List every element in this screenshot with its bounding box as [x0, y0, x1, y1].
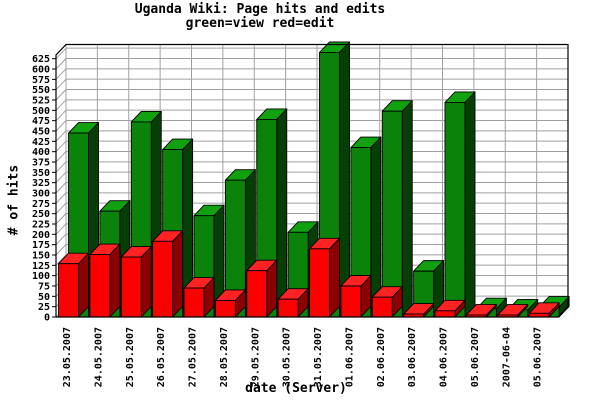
x-tick-labels: 23.05.2007 24.05.2007 25.05.2007 26.05.2007…	[62, 327, 544, 387]
bar-edit-01.06.2007	[340, 275, 372, 318]
y-tick-label: 125	[32, 261, 50, 272]
bar-edit-27.05.2007	[183, 277, 215, 318]
y-tick-label: 600	[32, 65, 50, 76]
x-tick-label: 29.05.2007	[250, 327, 261, 387]
x-tick-label: 23.05.2007	[62, 327, 73, 387]
x-axis-label: date (Server)	[245, 381, 347, 396]
x-tick-label: 2007-06-04	[501, 327, 512, 387]
bar-view-01.06.2007	[350, 136, 382, 318]
y-tick-label: 0	[44, 313, 50, 324]
y-tick-label: 350	[32, 168, 50, 179]
bars-edit	[58, 230, 560, 318]
x-tick-label: 24.05.2007	[93, 327, 104, 387]
y-tick-labels: 0255075100125150175200225250275300325350…	[32, 54, 50, 323]
chart-title: Uganda Wiki: Page hits and edits	[134, 2, 386, 17]
y-tick-label: 400	[32, 147, 50, 158]
bar-edit-30.05.2007	[277, 288, 309, 318]
x-tick-label: 04.06.2007	[439, 327, 450, 387]
bar-edit-25.05.2007	[120, 246, 152, 318]
bar-view-02.06.2007	[381, 100, 413, 318]
x-tick-label: 27.05.2007	[188, 327, 199, 387]
bar-edit-02.06.2007	[371, 286, 403, 318]
y-tick-label: 275	[32, 199, 50, 210]
x-tick-label: 28.05.2007	[219, 327, 230, 387]
x-tick-label: 01.06.2007	[344, 327, 355, 387]
x-tick-label: 30.05.2007	[282, 327, 293, 387]
bar-view-04.06.2007	[444, 91, 476, 318]
y-tick-label: 225	[32, 220, 50, 231]
x-tick-label: 02.06.2007	[376, 327, 387, 387]
y-tick-label: 425	[32, 137, 50, 148]
y-tick-label: 250	[32, 209, 50, 220]
bar-edit-03.06.2007	[403, 303, 435, 318]
y-tick-label: 75	[38, 282, 50, 293]
bar-edit-29.05.2007	[246, 259, 278, 318]
y-tick-label: 550	[32, 85, 50, 96]
y-tick-label: 100	[32, 271, 50, 282]
y-tick-label: 50	[38, 292, 50, 303]
y-tick-label: 450	[32, 127, 50, 138]
chart-subtitle-legend: green=view red=edit	[185, 16, 335, 31]
x-tick-label: 03.06.2007	[407, 327, 418, 387]
y-tick-label: 200	[32, 230, 50, 241]
bar-edit-2007-06-04	[497, 303, 529, 318]
y-tick-label: 300	[32, 189, 50, 200]
bar-edit-24.05.2007	[89, 243, 121, 318]
y-tick-label: 25	[38, 302, 50, 313]
x-tick-label: 05.06.2007	[470, 327, 481, 387]
y-tick-label: 375	[32, 158, 50, 169]
x-tick-label: 05.06.2007	[533, 327, 544, 387]
y-tick-label: 525	[32, 96, 50, 107]
y-tick-label: 625	[32, 54, 50, 65]
x-tick-label: 26.05.2007	[156, 327, 167, 387]
bar-edit-26.05.2007	[152, 230, 184, 318]
bar-edit-23.05.2007	[58, 252, 89, 318]
x-tick-label: 25.05.2007	[125, 327, 136, 387]
y-tick-label: 325	[32, 178, 50, 189]
y-tick-label: 475	[32, 116, 50, 127]
bar-edit-31.05.2007	[309, 237, 340, 318]
bar-edit-04.06.2007	[434, 299, 466, 318]
y-tick-label: 500	[32, 106, 50, 117]
y-tick-label: 575	[32, 75, 50, 86]
axis-frame	[52, 43, 569, 318]
y-tick-label: 150	[32, 251, 50, 262]
x-tick-label: 31.05.2007	[313, 327, 324, 387]
y-tick-label: 175	[32, 240, 50, 251]
